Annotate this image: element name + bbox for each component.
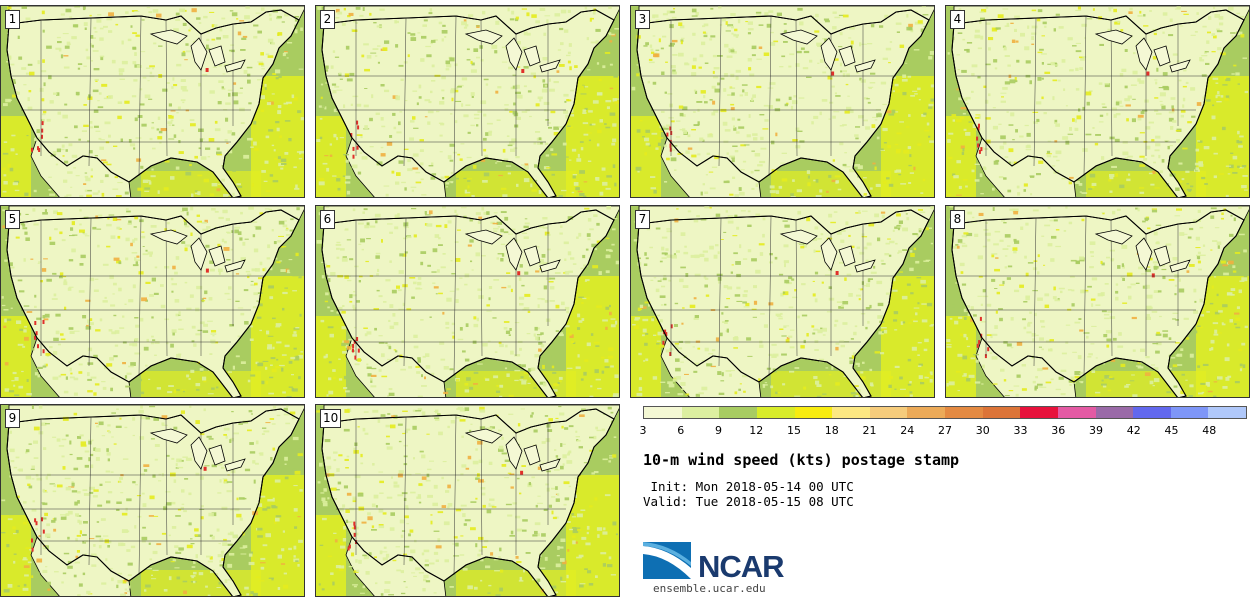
stamp-panel-9: 9 [0,404,305,597]
stamp-label: 7 [635,210,650,229]
colorbar-tick: 12 [749,424,764,437]
stamp-label: 6 [320,210,335,229]
colorbar-tick: 24 [900,424,915,437]
colorbar-swatch-4 [794,407,833,418]
colorbar-swatch-2 [719,407,757,418]
init-time: Init: Mon 2018-05-14 00 UTC [643,479,854,494]
wind-map-icon [1,206,304,397]
colorbar-tick: 27 [938,424,952,437]
ncar-logo-text: NCAR [698,549,785,584]
wind-map-icon [1,405,304,596]
stamp-label: 4 [950,10,965,29]
colorbar-swatch-14 [1170,407,1209,418]
colorbar-swatch-8 [945,407,983,418]
wind-map-icon [316,405,619,596]
colorbar-swatch-13 [1133,407,1171,418]
colorbar-swatch-15 [1208,407,1246,418]
colorbar-tick: 6 [677,424,685,437]
colorbar-tick: 45 [1164,424,1179,437]
colorbar-swatch-3 [756,407,795,418]
stamp-panel-8: 8 [945,205,1250,398]
stamp-label: 2 [320,10,335,29]
stamp-panel-10: 10 [315,404,620,597]
colorbar-ticks: 3 6 9 12 15 18 21 24 27 30 33 36 39 42 45 48 [639,424,1247,438]
stamp-panel-5: 5 [0,205,305,398]
valid-time: Valid: Tue 2018-05-15 08 UTC [643,494,854,509]
wind-map-icon [316,6,619,197]
colorbar-tick: 15 [787,424,801,437]
stamp-label: 5 [5,210,20,229]
wind-map-icon [1,6,304,197]
colorbar-swatch-0 [644,407,682,418]
stamp-panel-4: 4 [945,5,1250,198]
colorbar-swatch-5 [832,407,870,418]
wind-map-icon [316,206,619,397]
stamp-panel-2: 2 [315,5,620,198]
colorbar-swatch-7 [907,407,945,418]
stamp-label: 1 [5,10,20,29]
colorbar-swatch-1 [681,407,720,418]
ncar-logo-icon [643,542,691,579]
figure-title: 10-m wind speed (kts) postage stamp [643,451,960,469]
colorbar-tick: 3 [639,424,647,437]
colorbar-swatch-9 [982,407,1021,418]
wind-map-icon [631,6,934,197]
stamp-label: 10 [320,409,342,428]
colorbar-swatch-6 [869,407,908,418]
colorbar [643,406,1247,419]
colorbar-tick: 9 [715,424,722,437]
colorbar-tick: 33 [1013,424,1028,437]
colorbar-swatch-12 [1095,407,1134,418]
stamp-panel-3: 3 [630,5,935,198]
wind-map-icon [946,206,1249,397]
colorbar-swatch-11 [1057,407,1096,418]
colorbar-tick: 18 [824,424,839,437]
wind-map-icon [631,206,934,397]
stamp-panel-1: 1 [0,5,305,198]
wind-map-icon [946,6,1249,197]
colorbar-tick: 36 [1051,424,1066,437]
stamp-label: 3 [635,10,650,29]
stamp-panel-7: 7 [630,205,935,398]
colorbar-tick: 42 [1126,424,1141,437]
colorbar-tick: 39 [1089,424,1103,437]
colorbar-tick: 48 [1202,424,1217,437]
site-url: ensemble.ucar.edu [653,582,766,595]
colorbar-tick: 21 [862,424,877,437]
stamp-panel-6: 6 [315,205,620,398]
colorbar-swatch-10 [1020,407,1058,418]
stamp-label: 9 [5,409,20,428]
stamp-label: 8 [950,210,965,229]
colorbar-tick: 30 [975,424,990,437]
